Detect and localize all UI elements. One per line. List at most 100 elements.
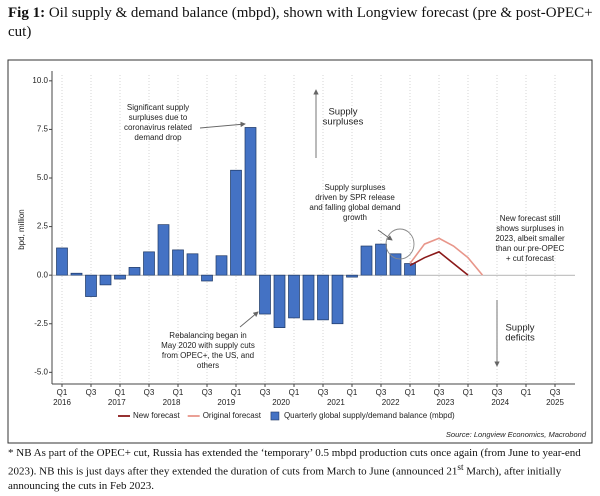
bar (186, 253, 199, 276)
fig-label: Fig 1: (8, 5, 46, 21)
y-tick-label: -5.0 (34, 367, 48, 376)
bar (172, 249, 184, 276)
x-tick-label: Q3 (376, 388, 387, 397)
footnote-sup: st (457, 462, 464, 472)
legend-swatch (270, 411, 280, 421)
annotation: New forecast still (500, 214, 561, 223)
x-tick-label: Q1 (405, 388, 416, 397)
year-label: 2017 (108, 398, 126, 407)
y-tick-label: 7.5 (37, 125, 49, 134)
x-tick-label: Q3 (86, 388, 97, 397)
x-tick-label: Q1 (173, 388, 184, 397)
annotation: and falling global demand (309, 203, 400, 212)
x-tick-label: Q3 (202, 388, 213, 397)
annotation: growth (343, 213, 367, 222)
y-tick-label: 2.5 (37, 222, 49, 231)
x-tick-label: Q3 (550, 388, 561, 397)
annotation: 2023, albeit smaller (495, 234, 565, 243)
annotation: coronavirus related (124, 123, 192, 132)
annotation: Supply (505, 323, 534, 334)
year-label: 2020 (272, 398, 290, 407)
x-tick-label: Q3 (434, 388, 445, 397)
forecast-line (409, 237, 484, 276)
bar (273, 274, 286, 328)
annotation: May 2020 with supply cuts (161, 341, 255, 350)
annotation: demand drop (134, 133, 182, 142)
annotation: Rebalancing began in (169, 331, 246, 340)
bar (128, 267, 141, 276)
legend-label: Quarterly global supply/demand balance (… (284, 411, 455, 420)
y-axis-label: bpd, million (17, 209, 26, 249)
year-label: 2025 (546, 398, 564, 407)
bar (215, 255, 228, 276)
bar (85, 274, 97, 297)
legend-label: Original forecast (203, 411, 262, 420)
x-tick-label: Q1 (115, 388, 126, 397)
year-label: 2022 (382, 398, 400, 407)
annotation: surpluses due to (129, 113, 188, 122)
y-tick-label: 10.0 (32, 76, 48, 85)
y-tick-label: -2.5 (34, 319, 48, 328)
forecast-line (409, 250, 469, 276)
annotation: than our pre-OPEC (496, 244, 565, 253)
year-label: 2016 (53, 398, 71, 407)
annotation: from OPEC+, the US, and (162, 351, 254, 360)
bar (70, 272, 83, 276)
bar (331, 274, 344, 325)
bar (230, 169, 242, 276)
bar (288, 274, 300, 319)
highlight-circle (385, 228, 415, 260)
x-tick-label: Q1 (231, 388, 242, 397)
year-label: 2024 (491, 398, 509, 407)
arrow (239, 311, 259, 328)
year-label: 2018 (163, 398, 181, 407)
x-tick-label: Q3 (260, 388, 271, 397)
chart: 10.0 7.5 5.0 2.5 0.0 -2.5 -5.0 bpd, million Q1 Q3… (7, 59, 593, 444)
bar (375, 243, 387, 276)
x-tick-label: Q1 (521, 388, 532, 397)
x-tick-label: Q1 (57, 388, 68, 397)
arrow (377, 229, 393, 241)
annotation: Supply (328, 107, 357, 118)
x-tick-label: Q1 (289, 388, 300, 397)
x-tick-label: Q3 (318, 388, 329, 397)
bar (143, 251, 155, 276)
annotation: Significant supply (127, 103, 189, 112)
bar (157, 224, 170, 276)
bar (346, 274, 358, 278)
footnote-text: * NB As part of the OPEC+ cut, Russia ha… (8, 447, 581, 478)
bar (302, 274, 315, 321)
legend-label: New forecast (133, 411, 180, 420)
bar (244, 127, 257, 276)
bar (389, 253, 402, 276)
bar (201, 274, 213, 282)
annotation: + cut forecast (506, 254, 555, 263)
arrow (199, 121, 246, 129)
annotation: deficits (505, 333, 535, 344)
y-tick-label: 0.0 (37, 270, 49, 279)
title: Fig 1: Oil supply & demand balance (mbpd… (8, 4, 593, 42)
year-label: 2021 (327, 398, 345, 407)
bar (360, 245, 373, 276)
source: Source: Longview Economics, Macrobond (446, 430, 587, 439)
bar (114, 274, 126, 280)
x-tick-label: Q3 (492, 388, 503, 397)
bar (259, 274, 271, 315)
bar (99, 274, 112, 286)
year-label: 2023 (437, 398, 455, 407)
footnote: * NB As part of the OPEC+ cut, Russia ha… (8, 446, 596, 493)
y-tick-label: 5.0 (37, 173, 49, 182)
annotation: surpluses (323, 117, 364, 128)
chart-title: Oil supply & demand balance (mbpd), show… (8, 5, 593, 40)
x-tick-label: Q3 (144, 388, 155, 397)
x-tick-label: Q1 (463, 388, 474, 397)
year-label: 2019 (217, 398, 235, 407)
bar (317, 274, 329, 321)
footnote-text: March), after initially announcing the c… (8, 465, 562, 492)
annotation: driven by SPR release (315, 193, 395, 202)
annotation: shows surpluses in (496, 224, 564, 233)
bar (56, 247, 68, 276)
annotation: Supply surpluses (325, 183, 386, 192)
annotation: others (197, 361, 219, 370)
